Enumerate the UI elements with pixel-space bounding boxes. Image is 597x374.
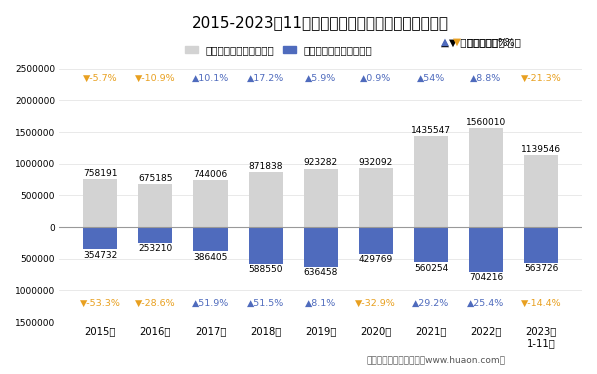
Text: 1139546: 1139546 [521, 145, 561, 154]
Text: ▲8.8%: ▲8.8% [470, 74, 501, 83]
Bar [414, 227, 448, 263]
Text: 同比增长率（%）: 同比增长率（%） [464, 37, 521, 47]
Text: 675185: 675185 [138, 174, 173, 183]
Text: 429769: 429769 [359, 255, 393, 264]
Bar [139, 227, 173, 243]
Text: ▲25.4%: ▲25.4% [467, 299, 504, 308]
Text: 932092: 932092 [359, 158, 393, 167]
Text: ▲8.1%: ▲8.1% [305, 299, 336, 308]
Text: ▲▼ 同比增长率（%）: ▲▼ 同比增长率（%） [441, 37, 514, 47]
Bar [469, 227, 503, 272]
Text: ▼-53.3%: ▼-53.3% [80, 299, 121, 308]
Text: ▲51.5%: ▲51.5% [247, 299, 284, 308]
Text: ▼-21.3%: ▼-21.3% [521, 74, 562, 83]
Bar [193, 227, 227, 251]
Text: ▲29.2%: ▲29.2% [413, 299, 450, 308]
Bar [193, 180, 227, 227]
Text: ▲10.1%: ▲10.1% [192, 74, 229, 83]
Text: 1560010: 1560010 [466, 118, 506, 127]
Text: 923282: 923282 [304, 159, 338, 168]
Bar [248, 227, 283, 264]
Bar [359, 227, 393, 254]
Text: ▼: ▼ [453, 37, 461, 47]
Text: 560254: 560254 [414, 264, 448, 273]
Bar [83, 179, 118, 227]
Bar [83, 227, 118, 249]
Bar [139, 184, 173, 227]
Text: 563726: 563726 [524, 264, 558, 273]
Title: 2015-2023年11月中国与哥伦比亚进、出口商品总值: 2015-2023年11月中国与哥伦比亚进、出口商品总值 [192, 15, 449, 30]
Text: ▼-5.7%: ▼-5.7% [83, 74, 118, 83]
Bar [469, 128, 503, 227]
Bar [414, 136, 448, 227]
Text: 758191: 758191 [83, 169, 118, 178]
Bar [304, 227, 338, 267]
Text: ▼-14.4%: ▼-14.4% [521, 299, 561, 308]
Text: 704216: 704216 [469, 273, 503, 282]
Legend: 出口商品总值（万美元）, 进口商品总值（万美元）: 出口商品总值（万美元）, 进口商品总值（万美元） [181, 41, 377, 59]
Text: 636458: 636458 [303, 269, 338, 278]
Text: 744006: 744006 [193, 170, 227, 179]
Text: 588550: 588550 [248, 266, 283, 275]
Bar [524, 227, 558, 263]
Bar [524, 155, 558, 227]
Text: ▼-32.9%: ▼-32.9% [355, 299, 396, 308]
Bar [248, 172, 283, 227]
Text: ▲51.9%: ▲51.9% [192, 299, 229, 308]
Text: ▼-28.6%: ▼-28.6% [135, 299, 176, 308]
Text: 1435547: 1435547 [411, 126, 451, 135]
Text: 制图：华经产业研究院（www.huaon.com）: 制图：华经产业研究院（www.huaon.com） [367, 356, 505, 365]
Text: 354732: 354732 [83, 251, 118, 260]
Text: 386405: 386405 [193, 252, 227, 262]
Text: ▲17.2%: ▲17.2% [247, 74, 284, 83]
Text: ▲: ▲ [441, 37, 449, 47]
Bar [304, 169, 338, 227]
Text: ▲5.9%: ▲5.9% [305, 74, 336, 83]
Text: 871838: 871838 [248, 162, 283, 171]
Text: ▼-10.9%: ▼-10.9% [135, 74, 176, 83]
Text: ▲54%: ▲54% [417, 74, 445, 83]
Text: 253210: 253210 [139, 244, 173, 253]
Bar [359, 168, 393, 227]
Text: ▲0.9%: ▲0.9% [360, 74, 392, 83]
